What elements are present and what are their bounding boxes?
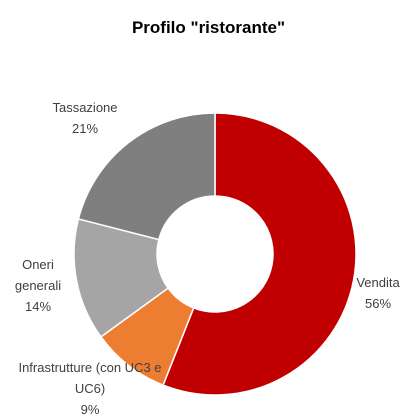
value-label: 9%: [80, 402, 100, 417]
category-label: Oneri generali: [14, 257, 62, 293]
slice-label: Tassazione 21%: [30, 97, 140, 139]
category-label: Vendita: [356, 275, 400, 290]
chart-title: Profilo "ristorante": [131, 18, 286, 37]
value-label: 14%: [24, 299, 52, 314]
category-label: Infrastrutture (con UC3 e UC6): [18, 360, 162, 396]
value-label: 56%: [364, 296, 392, 311]
slice-label: Vendita 56%: [338, 272, 417, 314]
donut-slice: [77, 112, 216, 241]
slice-label: Oneri generali 14%: [0, 254, 76, 317]
slice-label: Infrastrutture (con UC3 e UC6) 9%: [10, 357, 170, 419]
donut-slice: [162, 112, 357, 396]
category-label: Tassazione: [52, 100, 118, 115]
value-label: 21%: [71, 121, 99, 136]
